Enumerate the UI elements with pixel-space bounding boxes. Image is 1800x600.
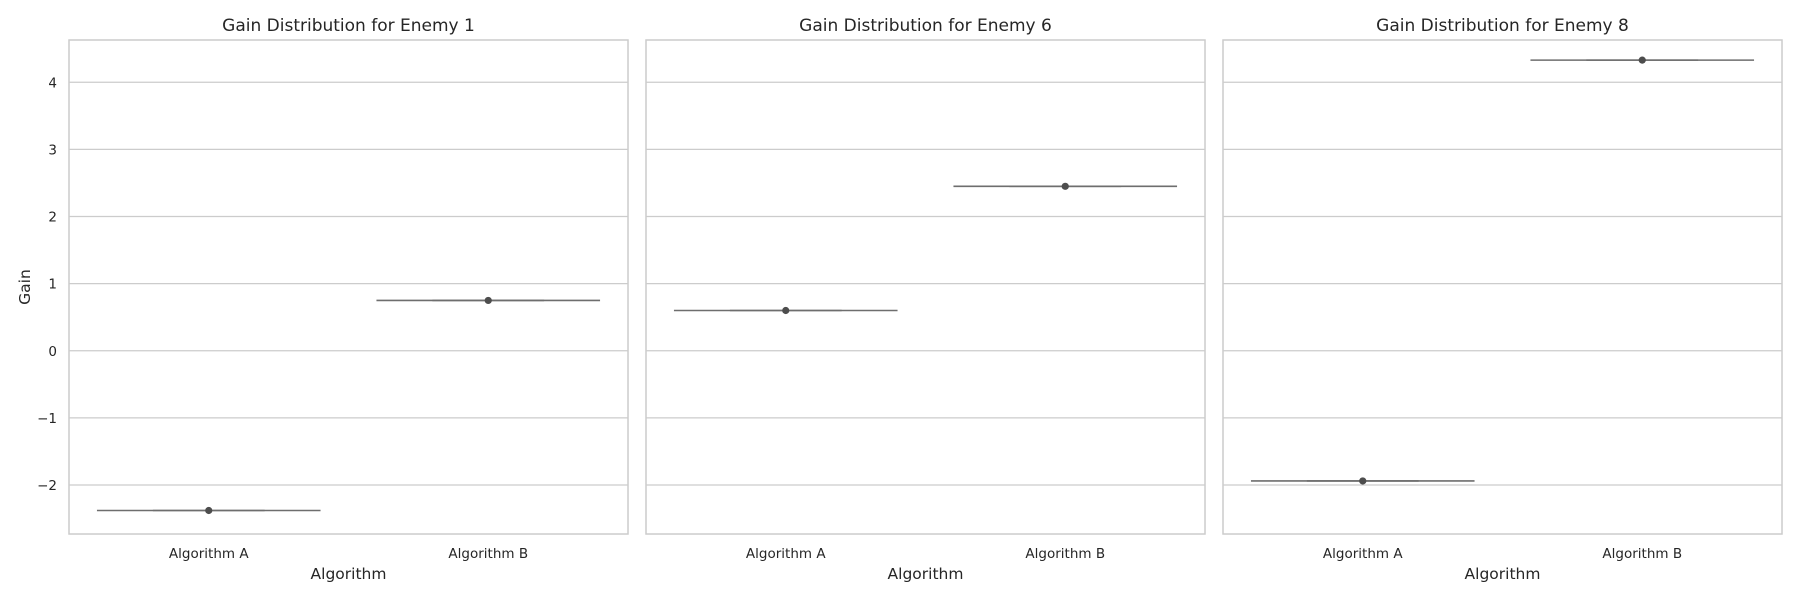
box-point: [1061, 182, 1069, 190]
x-axis-label: Algorithm: [888, 565, 964, 583]
box-algorithm-b: [953, 182, 1178, 190]
y-tick-label: −2: [37, 478, 57, 494]
chart-panel-3: Gain Distribution for Enemy 8 Algorithm Al…: [1222, 16, 1783, 583]
y-tick-label: 2: [48, 210, 57, 226]
y-tick-label: 0: [48, 344, 57, 360]
box-algorithm-b: [376, 296, 601, 305]
box-point: [1638, 56, 1646, 64]
y-tick-label: −1: [37, 411, 57, 427]
x-tick-label: Algorithm B: [1602, 546, 1682, 562]
chart-title: Gain Distribution for Enemy 6: [799, 16, 1052, 36]
x-tick-label: Algorithm A: [1323, 546, 1403, 562]
chart-title: Gain Distribution for Enemy 1: [222, 16, 475, 36]
plot-frame: [645, 39, 1206, 535]
box-algorithm-b: [1530, 56, 1755, 64]
x-tick-label: Algorithm A: [746, 546, 826, 562]
plot-frame: [1222, 39, 1783, 535]
box-algorithm-a: [1250, 477, 1475, 485]
y-axis-label: Gain: [16, 269, 34, 305]
box-algorithm-a: [673, 306, 898, 315]
x-axis-label: Algorithm: [311, 565, 387, 583]
x-tick-label: Algorithm B: [1025, 546, 1105, 562]
box-point: [484, 296, 492, 305]
box-algorithm-a: [96, 506, 321, 515]
box-point: [1359, 477, 1367, 485]
chart-title: Gain Distribution for Enemy 8: [1376, 16, 1629, 36]
y-tick-label: 1: [48, 277, 57, 293]
box-point: [782, 306, 790, 315]
chart-panel-2: Gain Distribution for Enemy 6 Algorithm Al…: [645, 16, 1206, 583]
chart-panel-1: Gain Distribution for Enemy 1 Algorithm Ga…: [16, 16, 629, 583]
x-tick-label: Algorithm B: [448, 546, 528, 562]
plot-frame: [68, 39, 629, 535]
x-tick-label: Algorithm A: [169, 546, 249, 562]
y-tick-label: 3: [48, 142, 57, 158]
x-axis-label: Algorithm: [1465, 565, 1541, 583]
box-point: [205, 506, 213, 515]
y-tick-label: 4: [48, 75, 57, 91]
